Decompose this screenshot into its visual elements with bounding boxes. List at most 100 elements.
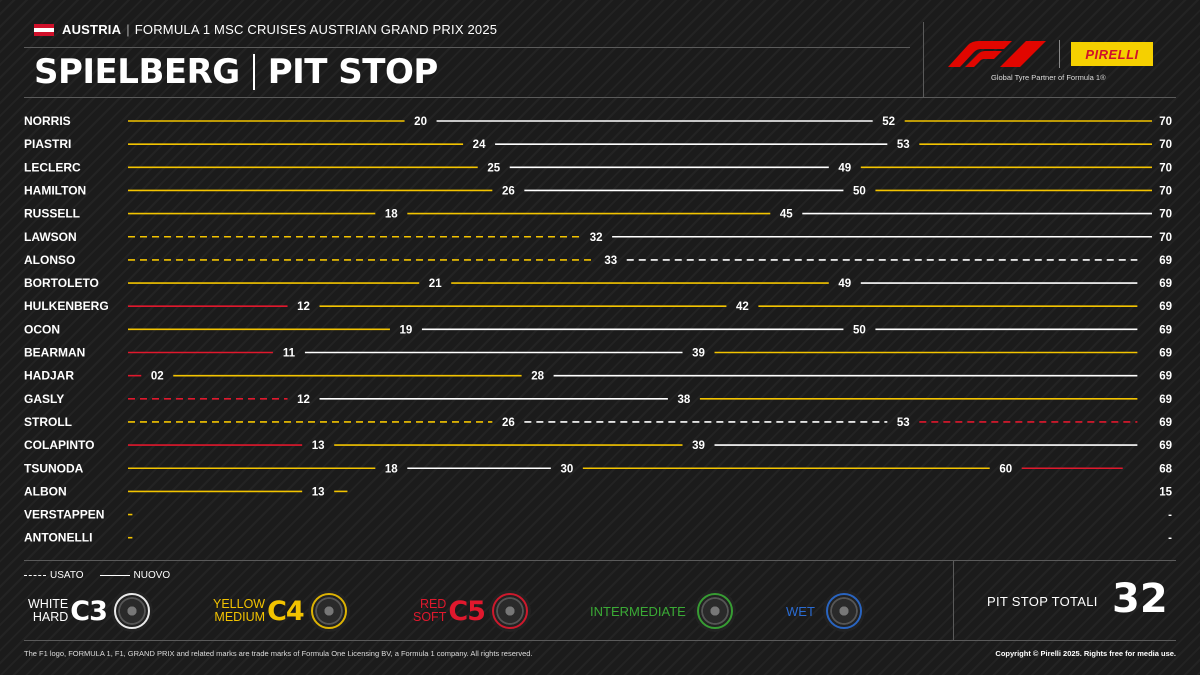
compound-soft-type: SOFT — [413, 610, 447, 624]
pit-lap-bortoleto-1: 21 — [429, 278, 442, 290]
compound-medium-type: MEDIUM — [214, 610, 266, 624]
event-header: AUSTRIA | FORMULA 1 MSC CRUISES AUSTRIAN… — [34, 22, 497, 37]
used-label: USATO — [50, 570, 84, 581]
driver-name-leclerc: LECLERC — [24, 160, 81, 174]
medium-tyre-icon — [307, 590, 350, 632]
wet-tyre-icon — [822, 590, 865, 632]
totals-divider — [953, 560, 954, 641]
compound-hard-name: WHITE HARD — [28, 598, 68, 624]
compound-soft-color: RED — [419, 597, 447, 611]
pit-lap-hulkenberg-1: 12 — [297, 301, 310, 313]
intermediate-tyre-icon — [693, 590, 736, 632]
new-label: NUOVO — [133, 570, 171, 581]
compound-soft: RED SOFT C5 — [413, 590, 531, 632]
footer-disclaimer: The F1 logo, FORMULA 1, F1, GRAND PRIX a… — [24, 649, 533, 658]
pit-stop-chart: NORRIS 20 52 70 PIASTRI 24 53 70 LECLERC 25 49 70 HA… — [24, 114, 1173, 545]
hard-tyre-icon — [110, 590, 153, 632]
final-lap-gasly: 69 — [1159, 394, 1172, 406]
totals-value: 32 — [1112, 576, 1168, 622]
totals-label: PIT STOP TOTALI — [987, 594, 1098, 609]
pit-lap-russell-1: 18 — [385, 209, 398, 221]
pirelli-logo-text: PIRELLI — [1085, 46, 1139, 62]
pit-lap-norris-2: 52 — [882, 116, 895, 128]
pit-lap-tsunoda-2: 30 — [560, 463, 573, 475]
compound-hard-color: WHITE — [28, 597, 69, 611]
final-lap-antonelli: - — [1168, 533, 1172, 545]
pit-lap-colapinto-1: 13 — [312, 440, 325, 452]
pit-lap-leclerc-1: 25 — [487, 162, 500, 174]
final-lap-hadjar: 69 — [1159, 371, 1172, 383]
pit-lap-stroll-1: 26 — [502, 417, 515, 429]
soft-tyre-icon — [488, 590, 531, 632]
driver-name-verstappen: VERSTAPPEN — [24, 508, 104, 522]
pit-lap-hamilton-2: 50 — [853, 185, 866, 197]
chart-top-rule — [24, 97, 1176, 98]
pit-lap-bearman-1: 11 — [283, 348, 296, 360]
footer-rule — [24, 640, 1176, 641]
final-lap-albon: 15 — [1159, 486, 1172, 498]
pit-lap-norris-1: 20 — [414, 116, 427, 128]
austria-flag-icon — [34, 23, 54, 36]
compound-medium-code: C4 — [267, 595, 305, 627]
pit-lap-alonso-1: 33 — [604, 255, 617, 267]
pit-lap-hadjar-1: 02 — [151, 371, 164, 383]
final-lap-leclerc: 70 — [1159, 162, 1172, 174]
pit-lap-ocon-1: 19 — [400, 324, 413, 336]
final-lap-hamilton: 70 — [1159, 185, 1172, 197]
driver-name-ocon: OCON — [24, 322, 60, 336]
pit-lap-lawson-1: 32 — [590, 232, 603, 244]
compound-hard-type: HARD — [32, 610, 69, 624]
logo-divider — [1059, 40, 1060, 68]
pit-lap-stroll-2: 53 — [897, 417, 910, 429]
driver-name-bortoleto: BORTOLETO — [24, 276, 99, 290]
page-title: SPIELBERG PIT STOP — [34, 52, 438, 92]
final-lap-stroll: 69 — [1159, 417, 1172, 429]
pit-lap-piastri-2: 53 — [897, 139, 910, 151]
pit-lap-hulkenberg-2: 42 — [736, 301, 749, 313]
final-lap-tsunoda: 68 — [1159, 463, 1172, 475]
f1-logo-icon — [948, 41, 1046, 67]
title-divider — [252, 54, 255, 90]
driver-name-hamilton: HAMILTON — [24, 183, 86, 197]
final-lap-lawson: 70 — [1159, 232, 1172, 244]
pit-lap-gasly-2: 38 — [677, 394, 690, 406]
pit-lap-hadjar-2: 28 — [531, 371, 544, 383]
driver-name-antonelli: ANTONELLI — [24, 531, 92, 545]
driver-name-alonso: ALONSO — [24, 253, 75, 267]
driver-name-hadjar: HADJAR — [24, 369, 74, 383]
header-separator: | — [126, 22, 130, 37]
chart-bottom-rule — [24, 560, 1176, 561]
used-dash-icon — [24, 575, 46, 576]
driver-name-russell: RUSSELL — [24, 207, 80, 221]
compound-hard: WHITE HARD C3 — [28, 590, 153, 632]
pit-lap-russell-2: 45 — [780, 209, 793, 221]
final-lap-piastri: 70 — [1159, 139, 1172, 151]
driver-name-gasly: GASLY — [24, 392, 64, 406]
compound-intermediate: INTERMEDIATE — [590, 590, 736, 632]
pit-lap-albon-1: 13 — [312, 486, 325, 498]
pit-lap-gasly-1: 12 — [297, 394, 310, 406]
driver-name-stroll: STROLL — [24, 415, 72, 429]
pit-lap-piastri-1: 24 — [473, 139, 486, 151]
event-name: FORMULA 1 MSC CRUISES AUSTRIAN GRAND PRI… — [134, 22, 498, 37]
compound-intermediate-label: INTERMEDIATE — [590, 603, 686, 619]
pit-lap-bearman-2: 39 — [692, 348, 705, 360]
pit-lap-leclerc-2: 49 — [838, 162, 851, 174]
final-lap-norris: 70 — [1159, 116, 1172, 128]
new-line-icon — [99, 575, 130, 576]
compound-hard-code: C3 — [70, 595, 108, 627]
pit-lap-ocon-2: 50 — [853, 324, 866, 336]
pit-lap-tsunoda-1: 18 — [385, 463, 398, 475]
final-lap-verstappen: - — [1168, 510, 1172, 522]
compound-medium: YELLOW MEDIUM C4 — [213, 590, 350, 632]
country-label: AUSTRIA — [62, 22, 122, 37]
driver-name-albon: ALBON — [24, 484, 67, 498]
compound-medium-color: YELLOW — [213, 597, 266, 611]
partner-tagline: Global Tyre Partner of Formula 1® — [991, 73, 1106, 82]
driver-name-hulkenberg: HULKENBERG — [24, 299, 109, 313]
final-lap-ocon: 69 — [1159, 324, 1172, 336]
driver-name-bearman: BEARMAN — [24, 346, 85, 360]
final-lap-hulkenberg: 69 — [1159, 301, 1172, 313]
final-lap-russell: 70 — [1159, 209, 1172, 221]
driver-name-colapinto: COLAPINTO — [24, 438, 94, 452]
